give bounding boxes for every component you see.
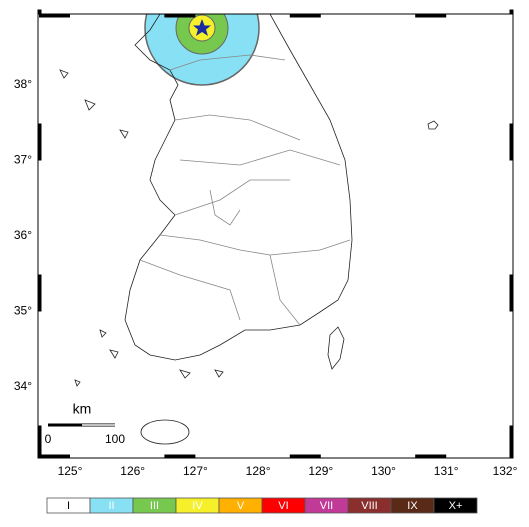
lon-tick-label: 126° [120,464,145,478]
lon-tick-label: 132° [493,464,518,478]
frame-ticks [37,9,514,459]
legend-label: VIII [361,500,378,512]
map-area [59,14,439,445]
legend-label: VII [320,500,333,512]
map-frame [37,13,514,459]
ulleung-island [427,120,439,130]
scale-start: 0 [45,432,52,446]
epicenter [193,19,211,36]
legend-swatch [433,497,478,514]
legend-label: VI [278,500,288,512]
scale-unit: km [73,401,92,417]
legend-label: I [67,500,70,512]
province-boundaries [139,54,351,326]
legend-label: III [150,500,159,512]
legend-label: IV [192,500,203,512]
legend-label: IX [407,500,418,512]
jeju-island [140,419,190,445]
lat-tick-label: 38° [14,77,32,91]
lon-tick-label: 127° [183,464,208,478]
legend-label: X+ [449,500,463,512]
coastline [124,14,353,361]
legend-label: II [108,500,114,512]
lon-tick-label: 131° [434,464,459,478]
lat-tick-label: 35° [14,304,32,318]
lon-tick-label: 125° [58,464,83,478]
legend-label: V [237,500,245,512]
geoje-island [327,326,345,370]
lon-tick-label: 128° [246,464,271,478]
lon-tick-label: 130° [371,464,396,478]
lon-tick-label: 129° [308,464,333,478]
lat-tick-label: 34° [14,379,32,393]
lat-tick-label: 37° [14,153,32,167]
lat-tick-label: 36° [14,228,32,242]
west-islands [59,69,224,387]
scale-bar: km 0 100 [45,401,126,446]
scale-end: 100 [105,432,125,446]
